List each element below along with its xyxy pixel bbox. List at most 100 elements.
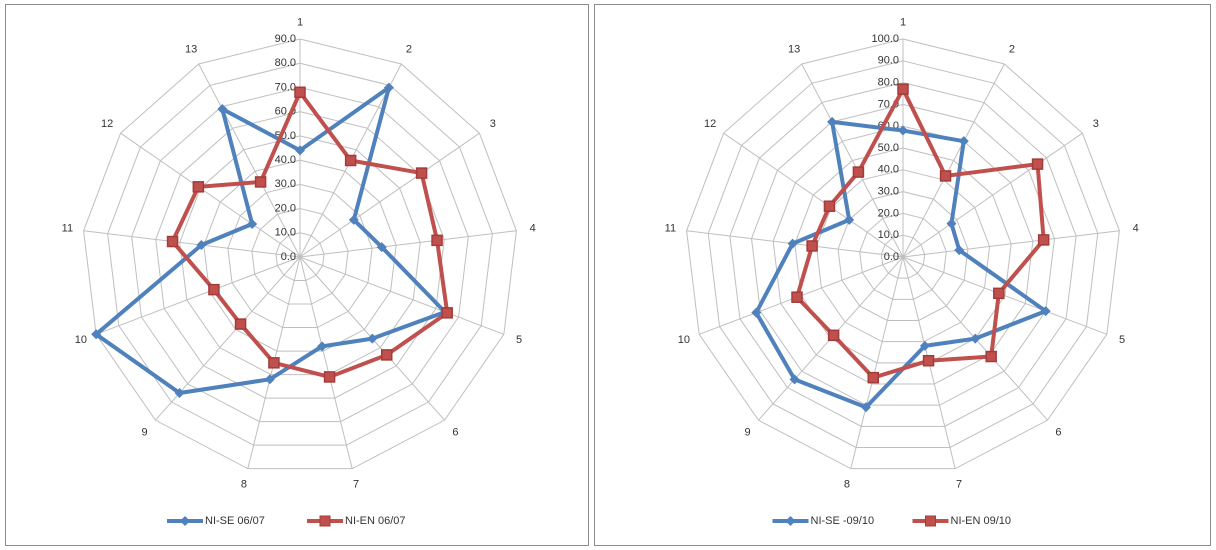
category-label: 1 — [900, 17, 906, 29]
y-tick-label: 10.0 — [878, 229, 899, 241]
spoke — [902, 256, 1108, 335]
y-tick-label: 20.0 — [275, 202, 296, 214]
spoke — [299, 230, 517, 258]
category-label: 7 — [353, 478, 359, 490]
marker — [91, 329, 102, 340]
spoke — [299, 256, 505, 335]
marker — [295, 145, 305, 156]
grid-line — [837, 191, 969, 321]
grid-line — [83, 38, 517, 470]
category-label: 1 — [297, 17, 303, 29]
marker — [441, 307, 453, 319]
spoke — [299, 256, 353, 469]
marker — [844, 214, 855, 225]
marker — [1040, 306, 1051, 317]
y-tick-label: 20.0 — [878, 207, 899, 219]
y-tick-label: 40.0 — [275, 154, 296, 166]
legend-marker — [319, 515, 331, 527]
grid-line — [251, 208, 349, 305]
marker — [323, 371, 336, 383]
marker — [344, 154, 357, 167]
category-label: 7 — [956, 478, 962, 490]
marker — [1037, 234, 1050, 246]
legend-marker — [180, 516, 190, 526]
marker — [898, 125, 908, 136]
marker — [823, 200, 836, 212]
legend-label: NI-EN 06/07 — [345, 515, 406, 527]
y-tick-label: 0.0 — [884, 251, 899, 263]
y-tick-label: 30.0 — [275, 178, 296, 190]
spoke — [198, 63, 301, 258]
category-label: 8 — [241, 478, 247, 490]
marker — [208, 283, 220, 296]
grid-line — [275, 232, 325, 282]
category-label: 8 — [844, 478, 850, 490]
category-label: 3 — [1093, 118, 1099, 130]
marker — [383, 82, 394, 93]
marker — [1031, 158, 1044, 170]
marker — [196, 240, 207, 251]
marker — [958, 136, 969, 147]
marker — [247, 218, 258, 229]
grid-line — [880, 234, 926, 279]
spoke — [850, 256, 904, 469]
y-tick-label: 100.0 — [871, 33, 899, 45]
category-label: 11 — [665, 223, 676, 235]
marker — [897, 83, 909, 95]
category-label: 13 — [788, 43, 800, 55]
marker — [922, 354, 935, 367]
chart-panel: 123456789101112130.010.020.030.040.050.0… — [5, 4, 589, 546]
marker — [860, 402, 871, 413]
legend-label: NI-SE 06/07 — [205, 515, 265, 527]
marker — [431, 234, 443, 247]
marker — [234, 318, 247, 330]
spoke — [902, 132, 1083, 258]
y-tick-label: 10.0 — [275, 227, 296, 239]
grid-line — [707, 60, 1099, 448]
grid-line — [729, 82, 1077, 427]
category-label: 12 — [101, 118, 113, 130]
grid-line — [859, 212, 947, 300]
category-label: 4 — [1133, 223, 1139, 235]
grid-line — [179, 135, 421, 376]
marker — [806, 240, 818, 252]
category-label: 9 — [142, 426, 148, 438]
grid-line — [751, 103, 1055, 406]
spoke — [120, 132, 301, 258]
category-label: 10 — [678, 334, 690, 346]
marker — [380, 349, 393, 361]
marker — [415, 167, 428, 179]
y-tick-label: 90.0 — [878, 55, 899, 67]
spoke — [801, 63, 904, 258]
marker — [268, 357, 280, 369]
category-label: 5 — [1119, 334, 1125, 346]
marker — [376, 242, 387, 253]
category-label: 6 — [452, 426, 458, 438]
grid-line — [772, 125, 1034, 385]
series-line — [94, 85, 447, 395]
marker — [954, 245, 965, 256]
marker — [787, 238, 798, 249]
grid-line — [794, 147, 1012, 364]
marker — [166, 235, 179, 248]
y-tick-label: 50.0 — [878, 142, 899, 154]
category-label: 3 — [490, 118, 496, 130]
marker — [791, 291, 803, 303]
series-line — [795, 87, 1046, 380]
grid-line — [815, 169, 991, 343]
marker — [254, 176, 267, 188]
grid-line — [686, 38, 1120, 470]
spoke — [155, 256, 301, 421]
y-tick-label: 80.0 — [878, 77, 899, 89]
y-tick-label: 0.0 — [281, 251, 296, 263]
category-label: 5 — [516, 334, 522, 346]
marker — [827, 329, 840, 342]
spoke — [95, 256, 301, 335]
legend-marker — [785, 516, 796, 526]
marker — [317, 341, 328, 352]
category-label: 9 — [745, 426, 751, 438]
spoke — [723, 132, 904, 258]
y-tick-label: 40.0 — [878, 164, 899, 176]
legend-label: NI-EN 09/10 — [951, 515, 1012, 527]
marker — [367, 333, 378, 344]
